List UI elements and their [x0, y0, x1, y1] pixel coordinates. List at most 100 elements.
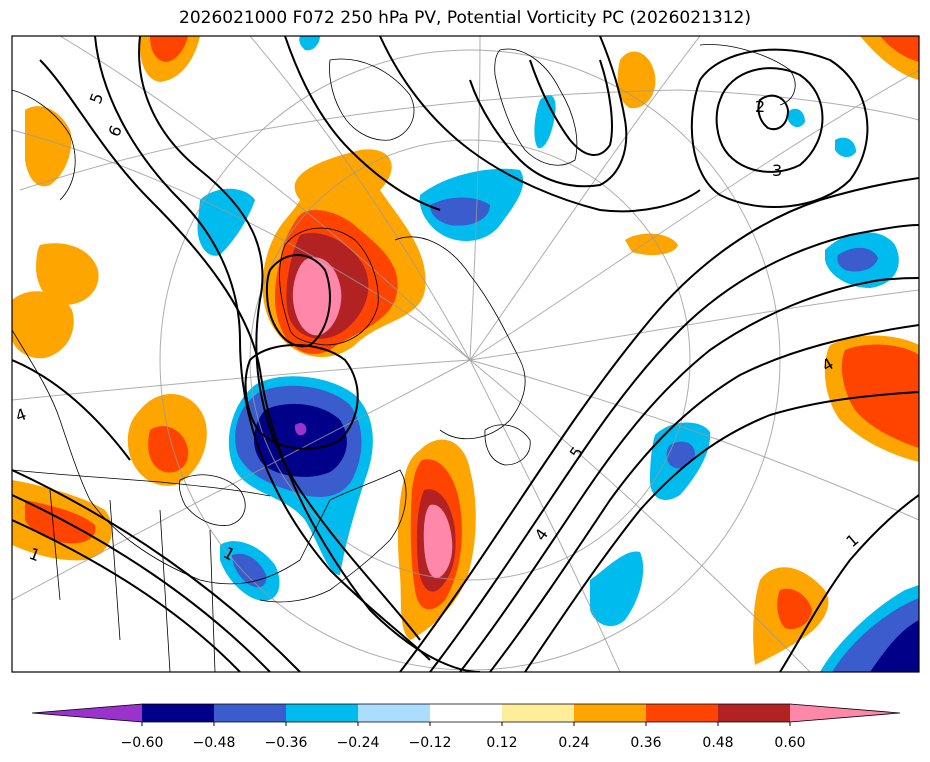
colorbar-segment-neg012-012 [430, 704, 502, 722]
negative-anomaly-ontario-core [253, 403, 347, 477]
positive-anomaly-top-right-inner [880, 36, 919, 62]
negative-anomaly-atlantic-south [590, 551, 644, 627]
meridian-1 [59, 36, 471, 361]
negative-anomaly-labrador-inner [430, 197, 490, 226]
negative-anomaly-atlantic-mid-inner [666, 441, 695, 469]
positive-anomaly-alaska [36, 243, 99, 305]
contour-2 [12, 494, 271, 672]
map-area: 5 6 4 1 2 3 4 1 5 4 1 [12, 36, 919, 672]
colorbar-tick-label-1: −0.48 [193, 735, 236, 751]
positive-anomaly-greenland-tip [617, 51, 656, 109]
latitude-circle-1 [159, 49, 781, 671]
contour-12 [524, 391, 919, 672]
positive-anomaly-hudson-core [292, 257, 342, 336]
positive-anomaly-nw [12, 291, 74, 359]
map-title: 2026021000 F072 250 hPa PV, Potential Vo… [179, 8, 751, 28]
meridian-2 [249, 36, 471, 361]
colorbar-segment-neg036-neg024 [286, 704, 358, 722]
contour-label-4-center: 4 [531, 525, 552, 544]
coast-newfoundland [484, 424, 531, 466]
meridian-3 [469, 36, 481, 361]
colorbar-tick-label-6: 0.24 [558, 735, 589, 751]
colorbar-segment-012-024 [502, 704, 574, 722]
colorbar-segment-048-060 [718, 704, 790, 722]
contour-10 [459, 277, 919, 672]
colorbar-segment-neg060-neg048 [142, 704, 214, 722]
meridian-8 [12, 359, 471, 401]
positive-anomaly-southwest-inner [25, 500, 96, 544]
contour-20 [244, 344, 359, 450]
coast-great-lakes [178, 474, 246, 526]
contour-label-3-ne: 3 [772, 161, 782, 180]
negative-anomaly-small-east [835, 137, 856, 158]
colorbar-segment-024-036 [574, 704, 646, 722]
contour-18 [690, 48, 869, 208]
colorbar-segment-036-048 [646, 704, 718, 722]
meridian-7 [469, 359, 919, 521]
pv-fill-layer [12, 36, 919, 672]
contour-9 [429, 224, 919, 672]
colorbar-tick-label-9: 0.60 [774, 735, 805, 751]
colorbar: −0.60 −0.48 −0.36 −0.24 −0.12 0.12 0.24 … [31, 703, 901, 751]
contour-16 [757, 94, 790, 130]
contour-17 [715, 67, 824, 173]
coast-europe [699, 44, 796, 106]
meridian-5 [469, 69, 919, 361]
colorbar-tick-label-2: −0.36 [265, 735, 308, 751]
negative-anomaly-southeast-core [870, 620, 919, 672]
colorbar-segment-neg048-neg036 [214, 704, 286, 722]
contour-label-4-west: 4 [13, 404, 29, 425]
contour-1 [12, 519, 241, 672]
colorbar-segment-lt-neg060 [32, 704, 142, 722]
negative-anomaly-west-canada [197, 188, 255, 256]
meridian-6 [469, 289, 919, 361]
positive-anomaly-far-nw [25, 106, 72, 187]
positive-anomaly-east-atlantic-inner [841, 344, 919, 448]
graticule [12, 36, 919, 672]
positive-anomaly-greatlakes-inner [148, 426, 189, 473]
parallel-north [19, 89, 919, 191]
meridian-9 [12, 359, 471, 601]
negative-anomaly-greenland [534, 95, 556, 149]
coast-labrador [394, 236, 526, 440]
contour-11 [489, 324, 919, 672]
contour-label-5-center: 5 [566, 443, 587, 462]
border-states [49, 489, 216, 672]
meridian-11 [469, 359, 621, 672]
coast-arctic-islands [329, 58, 415, 141]
contour-6 [138, 36, 421, 641]
contour-5 [94, 36, 431, 661]
contour-19 [265, 254, 331, 348]
coast-hudson-bay [279, 227, 379, 346]
contour-4 [39, 59, 481, 672]
contour-7 [12, 359, 131, 461]
positive-anomaly-top-left-inner [150, 36, 188, 62]
colorbar-tick-label-5: 0.12 [486, 735, 517, 751]
contour-22 [379, 36, 701, 213]
border-us-canada [12, 469, 271, 497]
colorbar-tick-label-7: 0.36 [630, 735, 661, 751]
contour-13 [779, 494, 919, 672]
negative-anomaly-top-center [299, 36, 320, 51]
contour-21 [284, 36, 441, 211]
map-frame [11, 35, 920, 673]
colorbar-tick-label-3: −0.24 [337, 735, 380, 751]
positive-anomaly-atlantic-core [423, 504, 453, 579]
contour-label-2-ne: 2 [755, 97, 765, 116]
coastlines [12, 44, 796, 672]
colorbar-tick-label-0: −0.60 [121, 735, 164, 751]
contour-3 [12, 469, 301, 672]
colorbar-tick-label-8: 0.48 [702, 735, 733, 751]
colorbar-segment-gt-060 [790, 704, 900, 722]
positive-anomaly-iberia-inner [777, 588, 812, 630]
negative-anomaly-east-north-inner [837, 247, 878, 272]
negative-anomaly-east-coast-inner [232, 553, 267, 588]
coast-north-america-west [12, 329, 331, 585]
negative-anomaly-ontario-extreme [294, 422, 307, 436]
coast-greenland [494, 48, 578, 166]
colorbar-segment-neg024-neg012 [358, 704, 430, 722]
negative-anomaly-small-ne [788, 108, 805, 128]
negative-anomaly-southeast-edge [820, 585, 919, 672]
contour-15 [529, 59, 613, 156]
